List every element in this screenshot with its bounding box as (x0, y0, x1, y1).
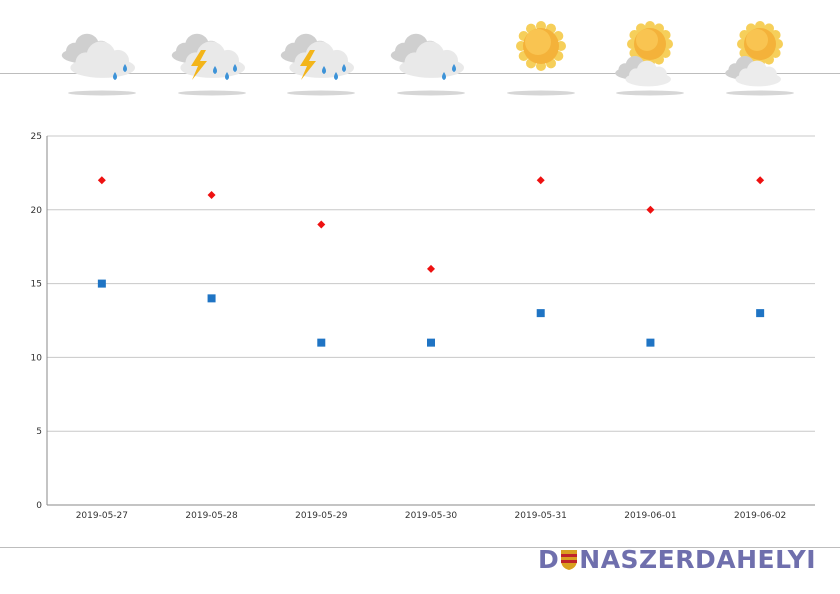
logo-text-end: NASZERDAHELYI (579, 545, 817, 574)
y-tick-label: 20 (31, 206, 43, 216)
max-temp-point (756, 176, 765, 185)
x-tick-label: 2019-06-01 (624, 511, 676, 521)
x-tick-label: 2019-05-30 (405, 511, 458, 521)
min-temp-point (536, 309, 545, 318)
max-temp-point (427, 264, 435, 273)
cloud-rain-icon (386, 20, 476, 100)
y-tick-label: 15 (31, 280, 42, 290)
x-tick-label: 2019-06-02 (734, 511, 786, 521)
thunderstorm-icon (167, 20, 257, 100)
coat-of-arms-icon (561, 550, 578, 570)
min-temp-point (427, 338, 435, 347)
site-logo: D NASZERDAHELYI (538, 545, 816, 575)
min-temp-point (756, 309, 765, 318)
min-temp-point (207, 294, 216, 303)
min-temp-point (97, 279, 106, 288)
max-temp-point (317, 220, 326, 229)
sun-cloud-icon (715, 20, 805, 100)
sun-icon (496, 20, 586, 100)
cloud-rain-icon (57, 20, 147, 100)
y-tick-label: 0 (36, 501, 42, 511)
max-temp-point (207, 191, 216, 200)
bottom-divider (0, 547, 840, 548)
logo-text-start: D (538, 545, 560, 574)
y-tick-label: 5 (36, 427, 42, 437)
max-temp-point (646, 205, 655, 214)
x-tick-label: 2019-05-28 (185, 511, 238, 521)
sun-cloud-icon (605, 20, 695, 100)
x-tick-label: 2019-05-27 (76, 511, 128, 521)
max-temp-point (536, 176, 545, 185)
x-tick-label: 2019-05-29 (295, 511, 348, 521)
thunderstorm-icon (276, 20, 366, 100)
x-tick-label: 2019-05-31 (515, 511, 567, 521)
y-tick-label: 10 (31, 353, 43, 363)
min-temp-point (646, 338, 655, 347)
min-temp-point (317, 338, 326, 347)
y-tick-label: 25 (31, 132, 42, 142)
max-temp-point (97, 176, 106, 185)
weather-icon-row (0, 0, 840, 110)
